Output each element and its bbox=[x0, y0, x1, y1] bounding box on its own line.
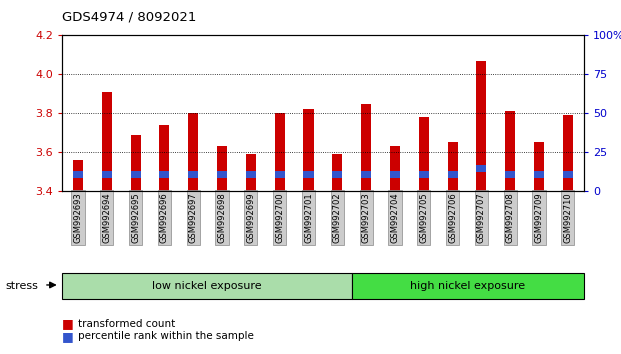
Bar bbox=[563, 115, 573, 191]
Bar bbox=[534, 142, 544, 191]
Bar bbox=[217, 147, 227, 191]
Text: transformed count: transformed count bbox=[78, 319, 175, 329]
Text: ■: ■ bbox=[62, 330, 74, 343]
Text: percentile rank within the sample: percentile rank within the sample bbox=[78, 331, 253, 341]
Bar bbox=[274, 171, 285, 177]
Bar bbox=[476, 61, 486, 191]
Bar bbox=[505, 111, 515, 191]
Bar bbox=[419, 171, 429, 177]
Bar bbox=[304, 109, 314, 191]
Bar bbox=[390, 171, 400, 177]
Bar bbox=[73, 171, 83, 177]
Bar bbox=[130, 171, 140, 177]
Bar bbox=[73, 160, 83, 191]
Bar bbox=[448, 171, 458, 177]
Bar bbox=[352, 273, 584, 299]
Bar bbox=[217, 171, 227, 177]
Bar bbox=[505, 171, 515, 177]
Bar bbox=[62, 273, 352, 299]
Bar bbox=[246, 154, 256, 191]
Bar bbox=[534, 171, 544, 177]
Bar bbox=[102, 92, 112, 191]
Bar bbox=[188, 171, 198, 177]
Bar bbox=[188, 113, 198, 191]
Bar bbox=[332, 171, 342, 177]
Bar bbox=[361, 171, 371, 177]
Text: stress: stress bbox=[5, 281, 38, 291]
Bar bbox=[476, 165, 486, 172]
Text: ■: ■ bbox=[62, 318, 74, 330]
Bar bbox=[361, 103, 371, 191]
Bar bbox=[390, 147, 400, 191]
Bar bbox=[304, 171, 314, 177]
Bar bbox=[102, 171, 112, 177]
Bar bbox=[419, 117, 429, 191]
Bar bbox=[332, 154, 342, 191]
Bar bbox=[160, 171, 170, 177]
Bar bbox=[274, 113, 285, 191]
Bar bbox=[563, 171, 573, 177]
Text: high nickel exposure: high nickel exposure bbox=[410, 281, 525, 291]
Bar bbox=[448, 142, 458, 191]
Bar bbox=[130, 135, 140, 191]
Text: low nickel exposure: low nickel exposure bbox=[152, 281, 262, 291]
Text: GDS4974 / 8092021: GDS4974 / 8092021 bbox=[62, 10, 196, 23]
Bar bbox=[160, 125, 170, 191]
Bar bbox=[246, 171, 256, 177]
